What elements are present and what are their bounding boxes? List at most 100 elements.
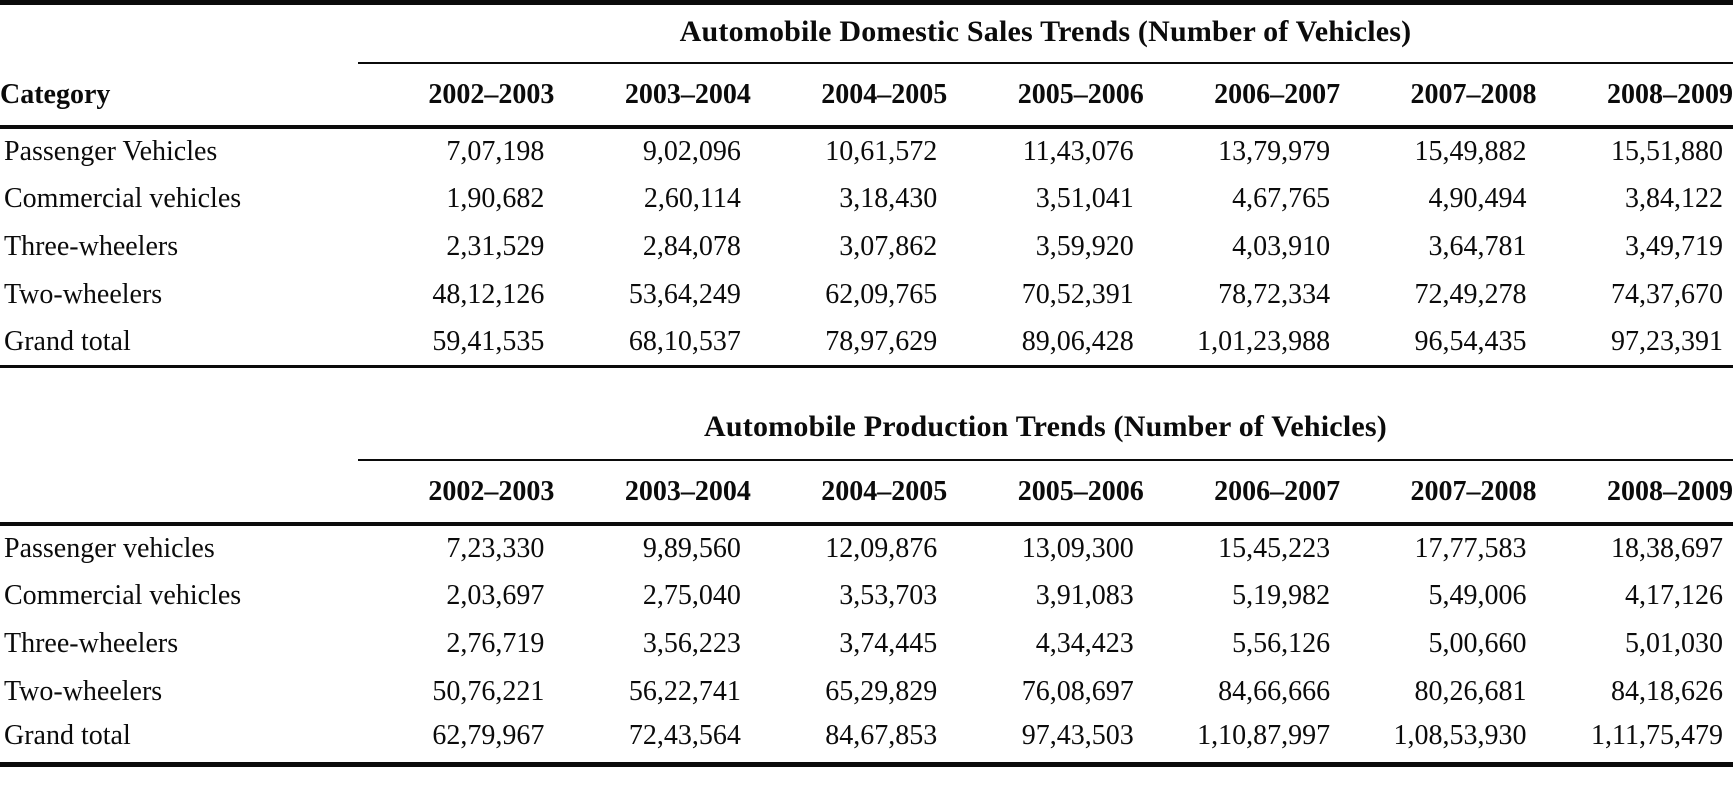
value-cell: 2,84,078 xyxy=(642,230,741,262)
value-cell: 3,59,920 xyxy=(1035,230,1134,262)
value-cell: 70,52,391 xyxy=(1021,278,1134,310)
row-label: Two-wheelers xyxy=(4,278,163,310)
value-cell: 1,08,53,930 xyxy=(1393,719,1527,751)
year-column-header: 2008–2009 xyxy=(1536,62,1733,129)
value-cell: 3,53,703 xyxy=(839,580,938,611)
value-cell: 2,60,114 xyxy=(643,182,741,214)
value-cell: 1,90,682 xyxy=(446,182,545,214)
table-row: Three-wheelers 2,31,529 2,84,078 3,07,862 3,… xyxy=(0,223,1733,271)
value-cell: 4,90,494 xyxy=(1428,182,1527,214)
year-column-header: 2004–2005 xyxy=(750,460,948,526)
value-cell: 4,03,910 xyxy=(1232,230,1331,262)
value-cell: 97,23,391 xyxy=(1611,325,1723,357)
value-cell: 1,01,23,988 xyxy=(1197,325,1331,357)
value-cell: 17,77,583 xyxy=(1414,533,1527,564)
row-label: Passenger vehicles xyxy=(4,533,215,564)
title-spacer xyxy=(0,3,358,63)
year-column-header: 2007–2008 xyxy=(1340,62,1537,129)
row-label: Two-wheelers xyxy=(4,676,163,707)
value-cell: 53,64,249 xyxy=(628,278,741,310)
value-cell: 3,18,430 xyxy=(839,182,938,214)
value-cell: 2,75,040 xyxy=(642,580,741,611)
year-column-header: 2008–2009 xyxy=(1536,460,1733,526)
value-cell: 9,89,560 xyxy=(642,533,741,564)
year-column-header: 2002–2003 xyxy=(358,460,555,526)
value-cell: 13,79,979 xyxy=(1218,135,1331,167)
table-row: Three-wheelers 2,76,719 3,56,223 3,74,445 4,… xyxy=(0,620,1733,668)
value-cell: 12,09,876 xyxy=(825,533,938,564)
value-cell: 56,22,741 xyxy=(628,676,741,707)
table-title-row: Automobile Production Trends (Number of … xyxy=(0,368,1733,461)
table-title: Automobile Domestic Sales Trends (Number… xyxy=(358,2,1733,64)
year-column-header: 2006–2007 xyxy=(1143,460,1341,526)
value-cell: 4,67,765 xyxy=(1232,182,1331,214)
value-cell: 15,45,223 xyxy=(1218,533,1331,564)
row-label: Commercial vehicles xyxy=(4,580,242,611)
year-column-header: 2005–2006 xyxy=(947,62,1144,129)
table-row: Two-wheelers 50,76,221 56,22,741 65,29,829 7… xyxy=(0,668,1733,716)
value-cell: 65,29,829 xyxy=(825,676,938,707)
table-row: Grand total 59,41,535 68,10,537 78,97,629 89… xyxy=(0,319,1733,367)
year-column-header: 2003–2004 xyxy=(554,62,751,129)
value-cell: 5,01,030 xyxy=(1625,628,1723,659)
title-spacer xyxy=(0,368,358,460)
value-cell: 4,34,423 xyxy=(1035,628,1134,659)
value-cell: 4,17,126 xyxy=(1625,580,1723,611)
value-cell: 3,51,041 xyxy=(1035,182,1134,214)
category-header xyxy=(0,460,358,526)
value-cell: 59,41,535 xyxy=(432,325,545,357)
value-cell: 3,64,781 xyxy=(1428,230,1527,262)
value-cell: 9,02,096 xyxy=(642,135,741,167)
value-cell: 50,76,221 xyxy=(432,676,545,707)
value-cell: 84,66,666 xyxy=(1218,676,1331,707)
row-label: Commercial vehicles xyxy=(4,182,242,214)
year-column-header: 2005–2006 xyxy=(947,460,1144,526)
table-row: Passenger Vehicles 7,07,198 9,02,096 10,61,… xyxy=(0,127,1733,175)
value-cell: 89,06,428 xyxy=(1021,325,1134,357)
value-cell: 15,49,882 xyxy=(1414,135,1527,167)
year-column-header: 2003–2004 xyxy=(554,460,751,526)
year-column-header: 2004–2005 xyxy=(750,62,948,129)
production-table: Automobile Production Trends (Number of … xyxy=(0,368,1733,767)
year-column-header: 2007–2008 xyxy=(1340,460,1537,526)
value-cell: 7,23,330 xyxy=(446,533,545,564)
value-cell: 76,08,697 xyxy=(1021,676,1134,707)
value-cell: 62,79,967 xyxy=(432,719,545,751)
category-header: Category xyxy=(0,62,358,129)
value-cell: 5,49,006 xyxy=(1428,580,1527,611)
value-cell: 15,51,880 xyxy=(1611,135,1723,167)
table-title: Automobile Production Trends (Number of … xyxy=(358,368,1733,461)
value-cell: 5,19,982 xyxy=(1232,580,1331,611)
value-cell: 84,67,853 xyxy=(825,719,938,751)
value-cell: 68,10,537 xyxy=(628,325,741,357)
value-cell: 3,84,122 xyxy=(1625,182,1723,214)
row-label: Grand total xyxy=(4,719,131,751)
table-row: Passenger vehicles 7,23,330 9,89,560 12,09,… xyxy=(0,524,1733,572)
year-column-header: 2002–2003 xyxy=(358,62,555,129)
row-label: Three-wheelers xyxy=(4,628,179,659)
value-cell: 96,54,435 xyxy=(1414,325,1527,357)
table-title-row: Automobile Domestic Sales Trends (Number… xyxy=(0,2,1733,64)
value-cell: 62,09,765 xyxy=(825,278,938,310)
value-cell: 2,03,697 xyxy=(446,580,545,611)
value-cell: 74,37,670 xyxy=(1611,278,1723,310)
value-cell: 2,76,719 xyxy=(446,628,545,659)
year-column-header: 2006–2007 xyxy=(1143,62,1341,129)
value-cell: 3,56,223 xyxy=(642,628,741,659)
value-cell: 1,11,75,479 xyxy=(1591,719,1723,751)
table-body: Passenger Vehicles 7,07,198 9,02,096 10,61,… xyxy=(0,127,1733,367)
value-cell: 11,43,076 xyxy=(1022,135,1134,167)
value-cell: 3,74,445 xyxy=(839,628,938,659)
value-cell: 48,12,126 xyxy=(432,278,545,310)
table-row: Two-wheelers 48,12,126 53,64,249 62,09,765 7… xyxy=(0,271,1733,319)
table-row: Commercial vehicles 1,90,682 2,60,114 3,18,… xyxy=(0,175,1733,223)
value-cell: 80,26,681 xyxy=(1414,676,1527,707)
value-cell: 5,56,126 xyxy=(1232,628,1331,659)
value-cell: 78,97,629 xyxy=(825,325,938,357)
value-cell: 97,43,503 xyxy=(1021,719,1134,751)
value-cell: 3,49,719 xyxy=(1625,230,1723,262)
domestic-sales-table: Automobile Domestic Sales Trends (Number… xyxy=(0,0,1733,368)
value-cell: 5,00,660 xyxy=(1428,628,1527,659)
value-cell: 7,07,198 xyxy=(446,135,545,167)
